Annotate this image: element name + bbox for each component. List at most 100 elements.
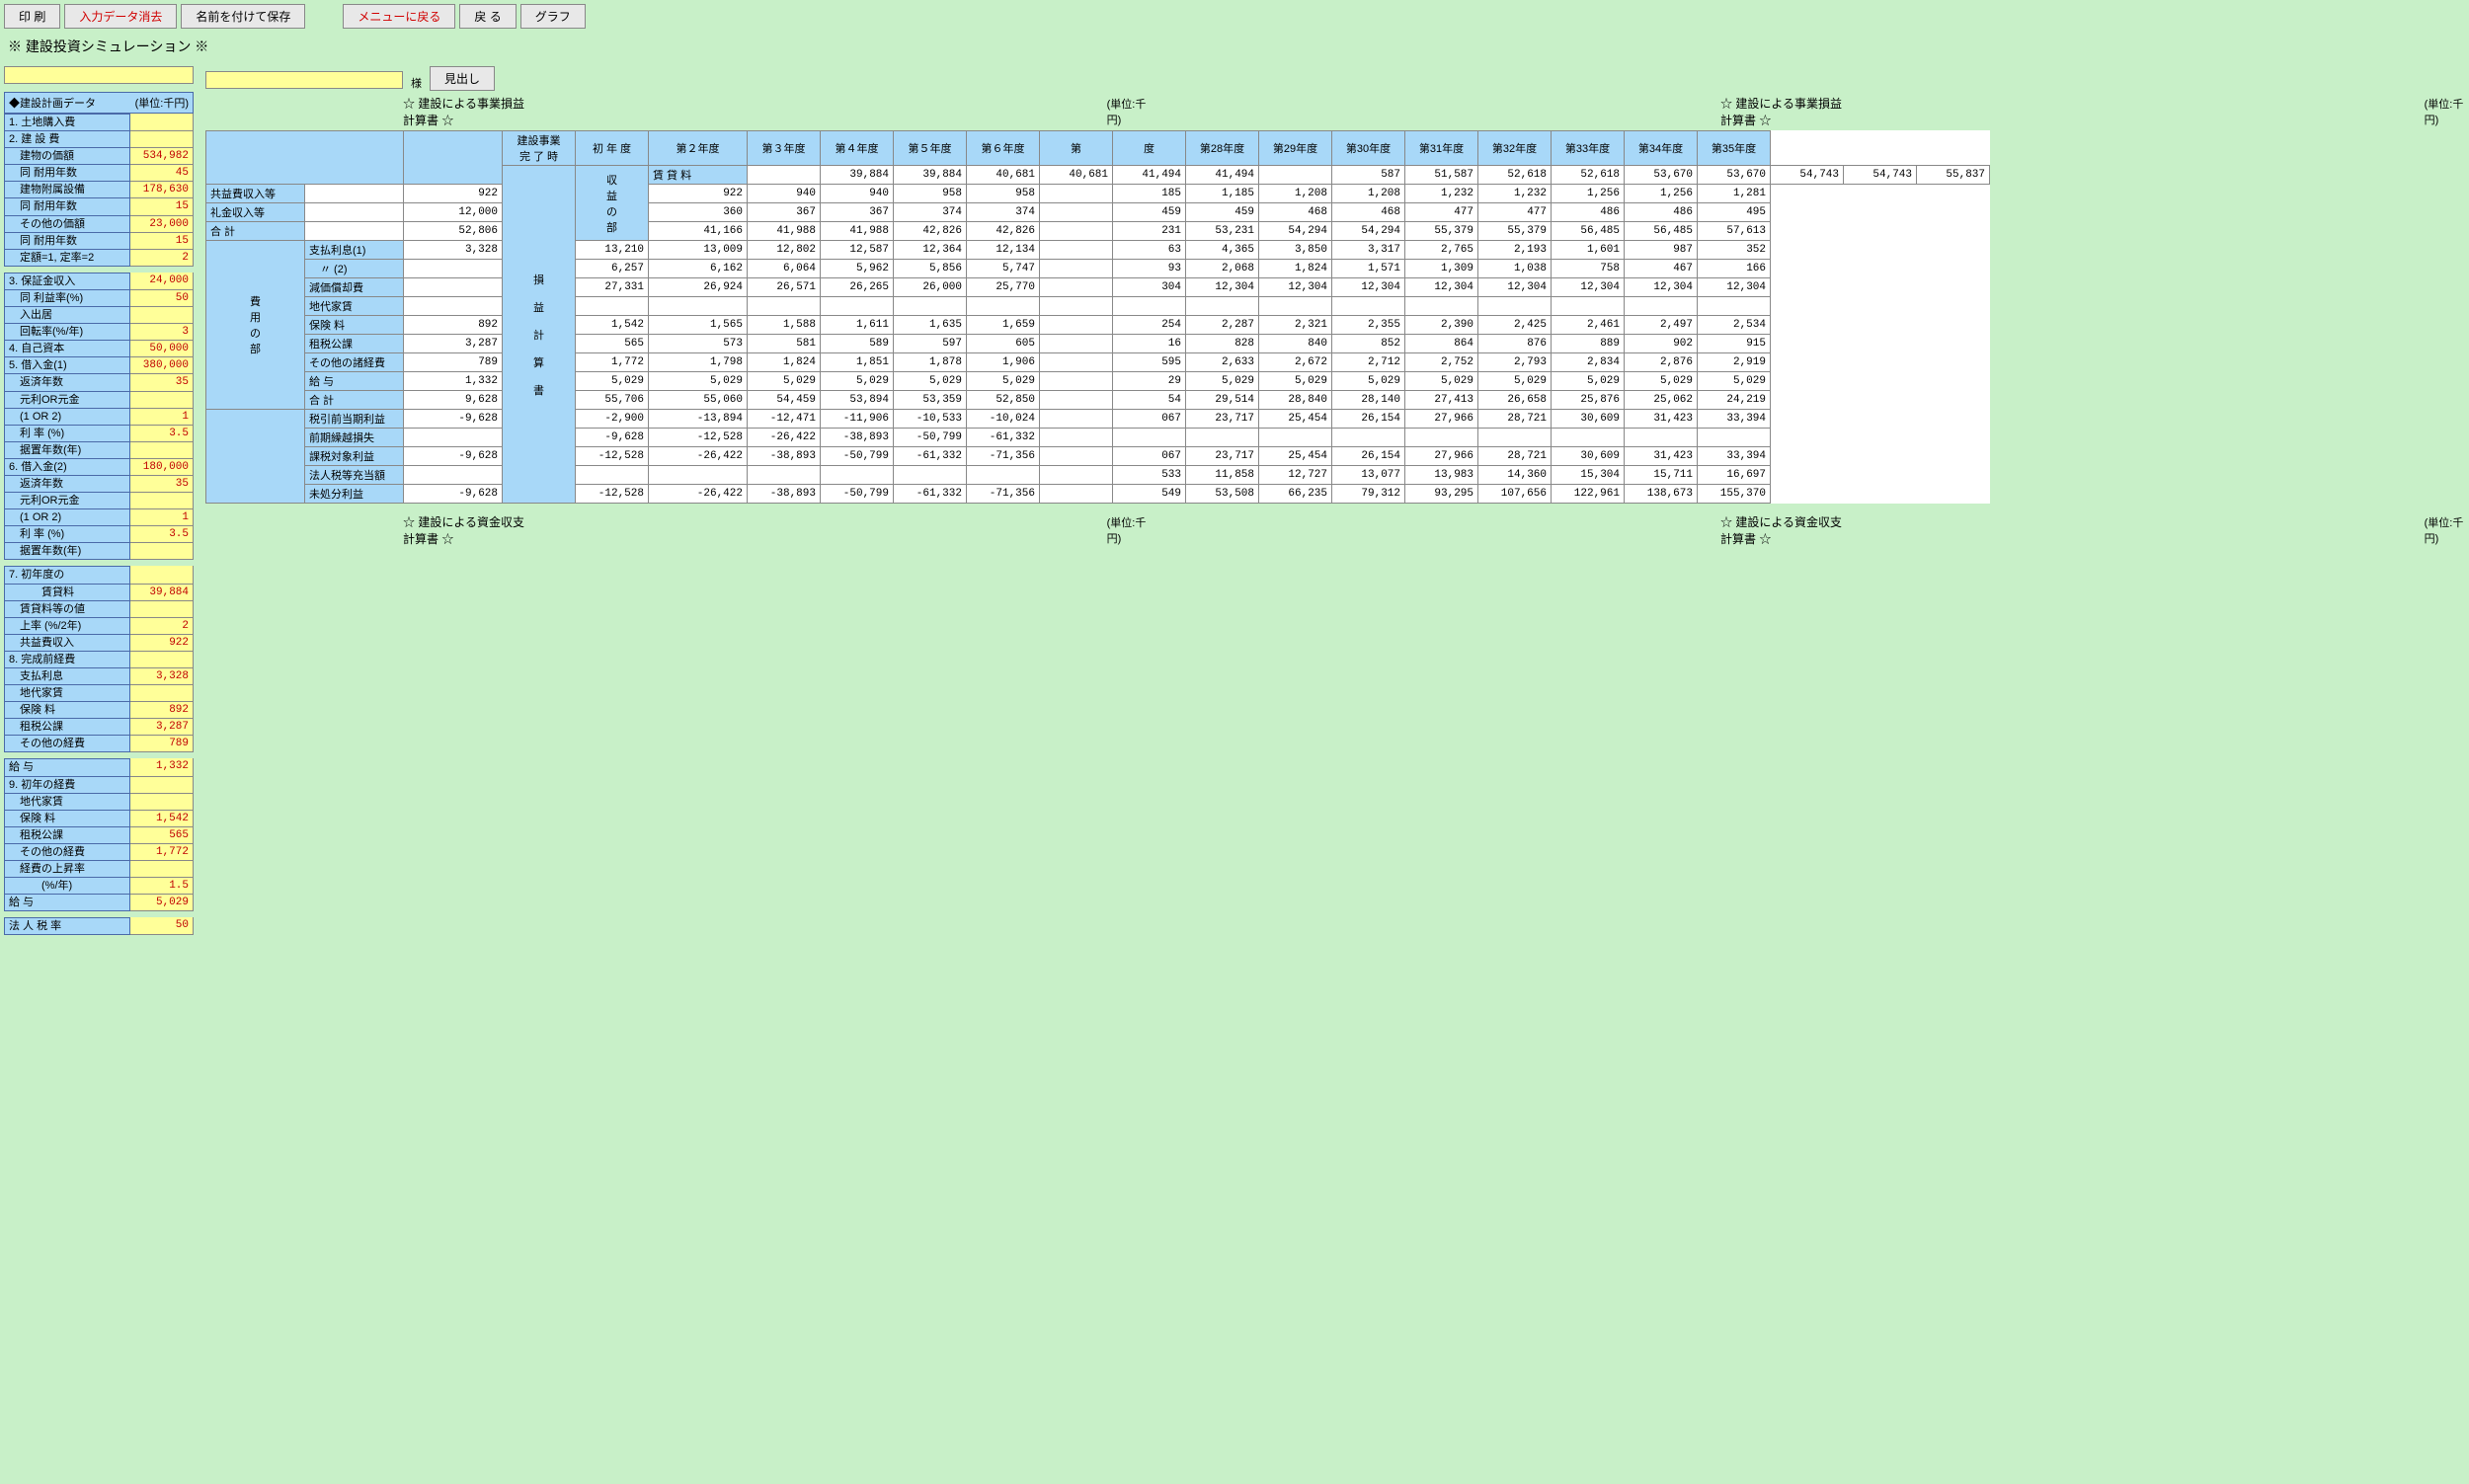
cell: 12,587 [821,241,894,260]
cell: -12,471 [748,410,821,429]
row-label: 支払利息(1) [305,241,404,260]
menu-button[interactable]: メニューに戻る [343,4,455,29]
cell: 42,826 [894,222,967,241]
sidebar-value[interactable] [130,114,194,131]
sidebar-value[interactable] [130,652,194,668]
sidebar-label: 4. 自己資本 [4,341,130,357]
sidebar-value[interactable] [130,601,194,618]
cell: 360 [649,203,748,222]
cell: 231 [1113,222,1186,241]
sidebar-value[interactable]: 2 [130,618,194,635]
sidebar-value[interactable]: 534,982 [130,148,194,165]
sidebar-value[interactable] [130,392,194,409]
sidebar-value[interactable]: 180,000 [130,459,194,476]
cell: 840 [1259,335,1332,353]
sidebar-value[interactable]: 15 [130,233,194,250]
cell: 467 [1625,260,1698,278]
cell: 5,029 [748,372,821,391]
sidebar-value[interactable]: 2 [130,250,194,267]
column-header: 第31年度 [1405,131,1478,166]
cell: 1,038 [1478,260,1552,278]
column-header: 建設事業完 了 時 [503,131,576,166]
sidebar-label: 返済年数 [4,476,130,493]
sidebar-value[interactable]: 380,000 [130,357,194,374]
sidebar-value[interactable]: 35 [130,476,194,493]
cell: 122,961 [1552,485,1625,504]
sidebar-value[interactable]: 5,029 [130,895,194,911]
sidebar-value[interactable]: 789 [130,736,194,752]
sidebar-value[interactable]: 3 [130,324,194,341]
sidebar-value[interactable]: 45 [130,165,194,182]
sidebar-value[interactable]: 1 [130,409,194,426]
cell: 1,571 [1332,260,1405,278]
sidebar-value[interactable] [130,861,194,878]
customer-input[interactable] [205,71,403,89]
sidebar-value[interactable]: 23,000 [130,216,194,233]
row-label: 地代家賃 [305,297,404,316]
cell: 1,824 [748,353,821,372]
sidebar-value[interactable]: 15 [130,198,194,215]
clear-button[interactable]: 入力データ消去 [64,4,177,29]
sidebar-value[interactable]: 1,772 [130,844,194,861]
sidebar-value[interactable]: 1 [130,509,194,526]
sidebar-value[interactable]: 3,287 [130,719,194,736]
sama-label: 様 [411,75,422,91]
cell: 12,134 [967,241,1040,260]
graph-button[interactable]: グラフ [520,4,586,29]
sidebar-value[interactable] [130,566,194,584]
cell: 864 [1405,335,1478,353]
sidebar-value[interactable] [130,543,194,560]
row-label: 租税公課 [305,335,404,353]
cell: 915 [1698,335,1771,353]
print-button[interactable]: 印 刷 [4,4,60,29]
sidebar-value[interactable]: 178,630 [130,182,194,198]
sidebar-value[interactable]: 892 [130,702,194,719]
cell: 5,747 [967,260,1040,278]
sidebar-value[interactable]: 35 [130,374,194,391]
column-header: 第35年度 [1698,131,1771,166]
cell: 1,635 [894,316,967,335]
cell [894,466,967,485]
cell: -9,628 [404,485,503,504]
sidebar-value[interactable]: 24,000 [130,273,194,290]
back-button[interactable]: 戻 る [459,4,516,29]
sidebar-value[interactable]: 50 [130,290,194,307]
midashi-button[interactable]: 見出し [430,66,495,91]
sidebar-value[interactable]: 1,542 [130,811,194,827]
cell: 93 [1113,260,1186,278]
sidebar-value[interactable]: 1,332 [130,758,194,776]
cell: 15,711 [1625,466,1698,485]
sidebar-label: 利 率 (%) [4,426,130,442]
tax-rate-value[interactable]: 50 [130,917,194,935]
cell: 12,304 [1186,278,1259,297]
sidebar-value[interactable]: 39,884 [130,585,194,601]
sidebar-value[interactable] [130,442,194,459]
sidebar-value[interactable]: 50,000 [130,341,194,357]
cell: 79,312 [1332,485,1405,504]
cell: 40,681 [967,166,1040,185]
sidebar-value[interactable] [130,307,194,324]
sidebar-value[interactable]: 3.5 [130,426,194,442]
cell: 1,878 [894,353,967,372]
name-input[interactable] [4,66,194,84]
sidebar-value[interactable] [130,685,194,702]
sidebar-value[interactable] [130,493,194,509]
cell [404,429,503,447]
sidebar-value[interactable] [130,777,194,794]
sidebar-value[interactable]: 565 [130,827,194,844]
cell: 26,154 [1332,447,1405,466]
cell: 52,618 [1552,166,1625,185]
sidebar-value[interactable]: 922 [130,635,194,652]
sidebar-value[interactable] [130,794,194,811]
sidebar-value[interactable] [130,131,194,148]
sidebar-label: 8. 完成前経費 [4,652,130,668]
sidebar-value[interactable]: 1.5 [130,878,194,895]
sidebar-value[interactable]: 3.5 [130,526,194,543]
saveas-button[interactable]: 名前を付けて保存 [181,4,305,29]
cell: 595 [1113,353,1186,372]
cell: -61,332 [894,447,967,466]
cell: 25,454 [1259,410,1332,429]
cell: 25,876 [1552,391,1625,410]
sidebar-value[interactable]: 3,328 [130,668,194,685]
cell: 23,717 [1186,447,1259,466]
